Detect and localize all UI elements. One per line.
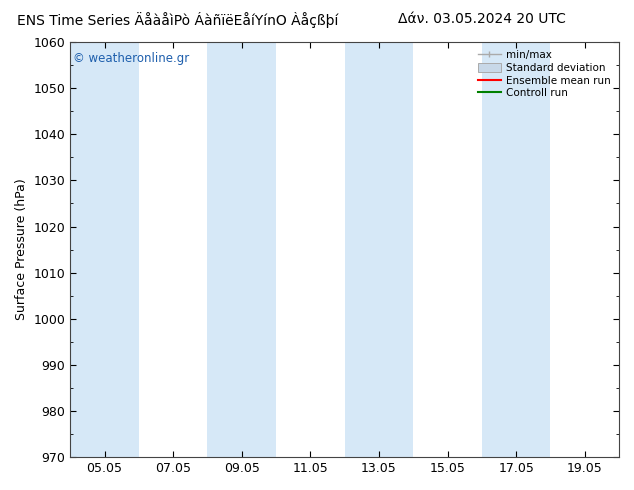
Bar — [70, 42, 139, 457]
Bar — [207, 42, 276, 457]
Bar — [345, 42, 413, 457]
Legend: min/max, Standard deviation, Ensemble mean run, Controll run: min/max, Standard deviation, Ensemble me… — [475, 47, 614, 101]
Text: © weatheronline.gr: © weatheronline.gr — [73, 52, 190, 66]
Bar — [482, 42, 550, 457]
Y-axis label: Surface Pressure (hPa): Surface Pressure (hPa) — [15, 179, 28, 320]
Text: Δάν. 03.05.2024 20 UTC: Δάν. 03.05.2024 20 UTC — [398, 12, 566, 26]
Text: ENS Time Series ÄåàåìPò ÁàñïëEåíYínO Àåçßþí: ENS Time Series ÄåàåìPò ÁàñïëEåíYínO Àåç… — [17, 12, 338, 28]
